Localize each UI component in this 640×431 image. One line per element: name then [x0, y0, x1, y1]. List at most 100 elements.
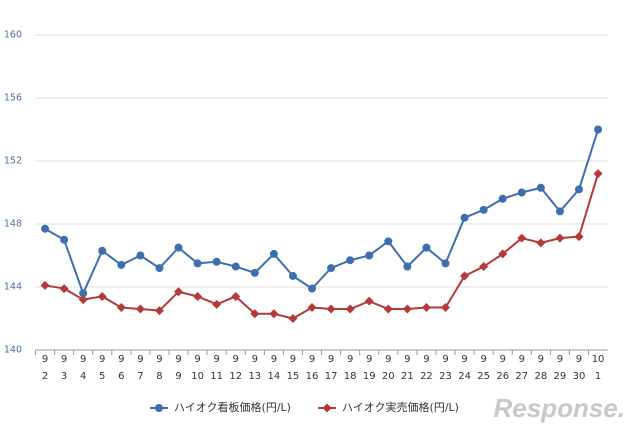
- data-point: [383, 304, 393, 314]
- y-tick-label: 152: [4, 156, 22, 167]
- data-point: [193, 291, 203, 301]
- data-point: [231, 262, 240, 271]
- x-tick-label: 9: [500, 354, 506, 365]
- data-point: [326, 304, 336, 314]
- x-tick-label: 9: [366, 354, 372, 365]
- data-point: [498, 194, 507, 203]
- data-point: [308, 284, 317, 293]
- data-point: [117, 260, 126, 269]
- x-tick-label: 23: [439, 371, 452, 382]
- y-tick-label: 160: [4, 30, 22, 41]
- data-point: [155, 264, 164, 273]
- data-point: [441, 302, 451, 312]
- x-tick-label: 6: [118, 371, 124, 382]
- data-point: [479, 205, 488, 214]
- data-point: [60, 235, 69, 244]
- data-point: [421, 302, 431, 312]
- x-tick-label: 9: [61, 354, 67, 365]
- x-tick-label: 27: [515, 371, 528, 382]
- x-tick-label: 13: [248, 371, 261, 382]
- data-point: [174, 243, 183, 252]
- x-tick-label: 4: [80, 371, 86, 382]
- data-point: [517, 188, 526, 197]
- data-point: [269, 249, 278, 258]
- data-point: [212, 299, 222, 309]
- x-tick-label: 9: [404, 354, 410, 365]
- data-point: [498, 249, 508, 259]
- x-tick-label: 9: [385, 354, 391, 365]
- x-tick-label: 9: [442, 354, 448, 365]
- x-tick-label: 9: [461, 354, 467, 365]
- series-line: [44, 129, 600, 296]
- x-tick-label: 9: [80, 354, 86, 365]
- x-tick-label: 19: [363, 371, 376, 382]
- data-point: [212, 257, 221, 266]
- x-tick-label: 9: [252, 354, 258, 365]
- x-tick-label: 5: [99, 371, 105, 382]
- x-tick-label: 9: [233, 354, 239, 365]
- data-point: [307, 302, 317, 312]
- data-point: [174, 287, 184, 297]
- x-tick-label: 9: [423, 354, 429, 365]
- data-point: [402, 304, 412, 314]
- data-point: [460, 213, 469, 222]
- x-tick-label: 29: [554, 371, 567, 382]
- data-point: [78, 295, 88, 305]
- x-tick-label: 24: [458, 371, 471, 382]
- x-tick-label: 20: [382, 371, 395, 382]
- data-point: [59, 284, 69, 294]
- x-tick-label: 10: [191, 371, 204, 382]
- x-tick-label: 9: [480, 354, 486, 365]
- data-point: [41, 224, 50, 233]
- data-point: [346, 256, 355, 265]
- x-tick-label: 21: [401, 371, 414, 382]
- x-tick-label: 9: [347, 354, 353, 365]
- x-tick-label: 3: [61, 371, 67, 382]
- x-tick-label: 9: [557, 354, 563, 365]
- data-point: [441, 259, 450, 268]
- data-point: [136, 251, 145, 260]
- x-tick-label: 10: [592, 354, 605, 365]
- data-point: [98, 246, 107, 255]
- data-point: [135, 304, 145, 314]
- y-tick-label: 140: [4, 345, 22, 356]
- watermark: Response.: [494, 393, 626, 423]
- data-point: [250, 309, 260, 319]
- x-tick-label: 30: [573, 371, 586, 382]
- data-point: [555, 233, 565, 243]
- data-point: [79, 289, 88, 298]
- data-point: [327, 264, 336, 273]
- x-tick-label: 9: [175, 371, 181, 382]
- x-tick-label: 11: [210, 371, 223, 382]
- x-tick-label: 9: [194, 354, 200, 365]
- x-tick-label: 17: [325, 371, 338, 382]
- data-point: [536, 238, 546, 248]
- data-point: [536, 183, 545, 192]
- x-tick-label: 9: [576, 354, 582, 365]
- data-point: [154, 306, 164, 316]
- data-point: [288, 314, 298, 323]
- x-tick-label: 15: [287, 371, 300, 382]
- y-tick-label: 156: [4, 93, 22, 104]
- x-tick-label: 9: [328, 354, 334, 365]
- data-point: [97, 291, 107, 301]
- x-tick-label: 9: [213, 354, 219, 365]
- x-tick-label: 7: [137, 371, 143, 382]
- x-tick-label: 22: [420, 371, 433, 382]
- x-tick-label: 16: [306, 371, 319, 382]
- data-point: [364, 296, 374, 306]
- x-tick-label: 9: [42, 354, 48, 365]
- x-tick-label: 9: [137, 354, 143, 365]
- data-point: [517, 233, 527, 243]
- x-tick-label: 8: [156, 371, 162, 382]
- data-point: [116, 302, 126, 312]
- data-point: [422, 243, 431, 252]
- data-point: [403, 262, 412, 271]
- x-tick-label: 12: [229, 371, 242, 382]
- x-tick-label: 14: [268, 371, 281, 382]
- data-point: [193, 259, 202, 268]
- x-tick-label: 26: [496, 371, 509, 382]
- data-point: [345, 304, 355, 314]
- legend-label: ハイオク実売価格(円/L): [342, 400, 459, 414]
